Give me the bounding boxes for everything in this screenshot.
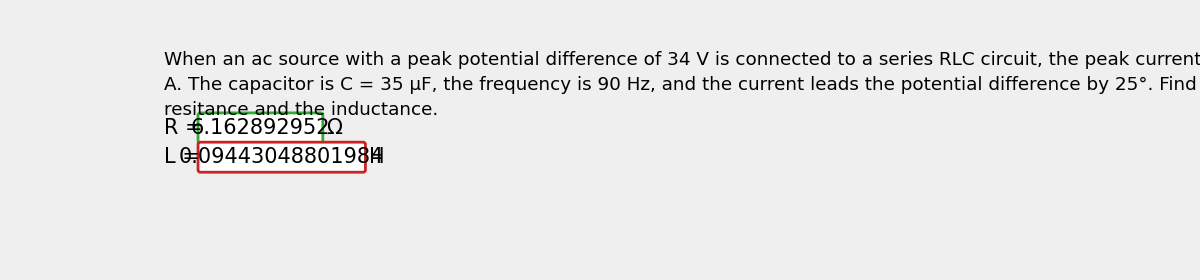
- Text: L =: L =: [164, 147, 206, 167]
- Text: resitance and the inductance.: resitance and the inductance.: [164, 101, 438, 119]
- Text: H: H: [370, 147, 385, 167]
- Text: R =: R =: [164, 118, 209, 137]
- Text: 0.09443048801984: 0.09443048801984: [179, 147, 384, 167]
- Text: A. The capacitor is C = 35 μF, the frequency is 90 Hz, and the current leads the: A. The capacitor is C = 35 μF, the frequ…: [164, 76, 1200, 94]
- FancyBboxPatch shape: [198, 113, 323, 143]
- Text: When an ac source with a peak potential difference of 34 V is connected to a ser: When an ac source with a peak potential …: [164, 51, 1200, 69]
- Text: 6.162892952: 6.162892952: [191, 118, 330, 137]
- FancyBboxPatch shape: [198, 142, 366, 172]
- Text: Ω: Ω: [326, 118, 342, 137]
